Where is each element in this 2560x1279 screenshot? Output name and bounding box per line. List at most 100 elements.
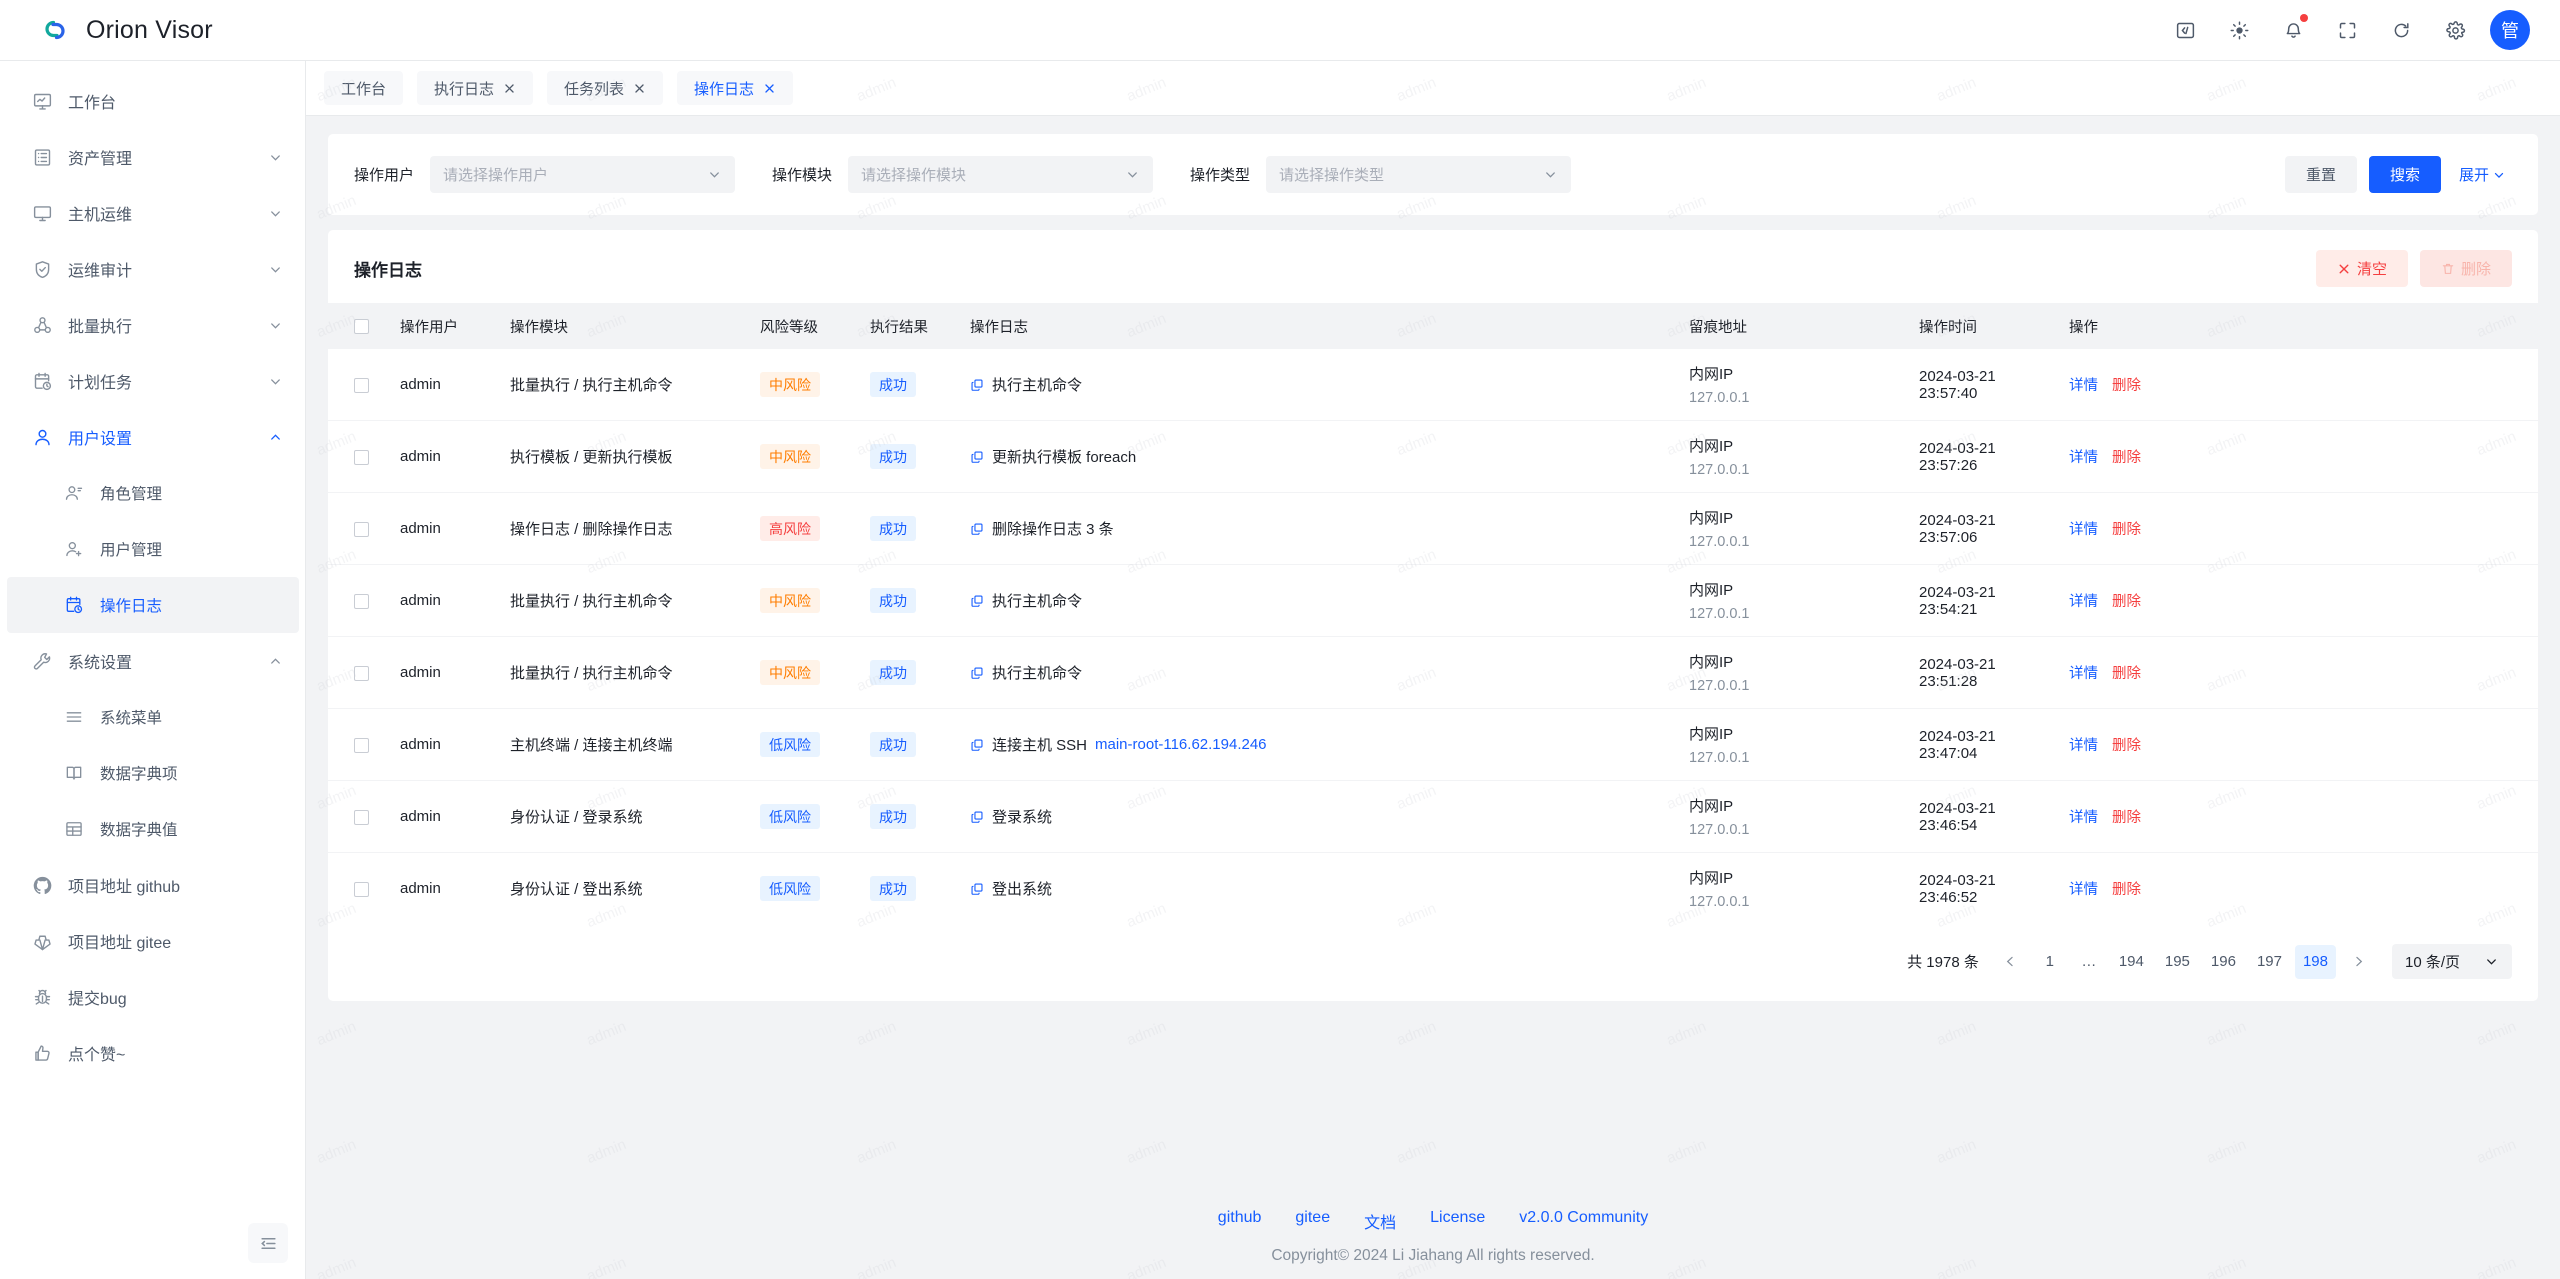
table-body: admin 批量执行 / 执行主机命令 中风险 成功 执行主机命令 内网IP 127.0.0… bbox=[328, 349, 2538, 924]
tab-3[interactable]: 操作日志 bbox=[677, 71, 794, 105]
delete-link[interactable]: 删除 bbox=[2112, 738, 2141, 754]
footer-link-0[interactable]: github bbox=[1217, 1209, 1262, 1226]
sidebar-item-3[interactable]: 运维审计 bbox=[0, 241, 305, 297]
pagination-next-icon[interactable] bbox=[2341, 945, 2375, 979]
reset-button[interactable]: 重置 bbox=[2284, 156, 2357, 193]
detail-link[interactable]: 详情 bbox=[2069, 666, 2098, 682]
footer-link-4[interactable]: v2.0.0 Community bbox=[1519, 1209, 1649, 1226]
delete-link[interactable]: 删除 bbox=[2112, 378, 2141, 394]
sidebar-item-4[interactable]: 批量执行 bbox=[0, 297, 305, 353]
select-all-checkbox[interactable] bbox=[354, 318, 369, 334]
detail-link[interactable]: 详情 bbox=[2069, 738, 2098, 754]
detail-link[interactable]: 详情 bbox=[2069, 450, 2098, 466]
copy-icon[interactable] bbox=[970, 810, 984, 824]
clear-button[interactable]: 清空 bbox=[2315, 250, 2408, 287]
row-checkbox[interactable] bbox=[354, 665, 369, 681]
batch-delete-button[interactable]: 删除 bbox=[2419, 250, 2512, 287]
pagination-page-197[interactable]: 197 bbox=[2256, 953, 2282, 970]
pagination-page-196[interactable]: 196 bbox=[2210, 953, 2236, 970]
fullscreen-icon[interactable] bbox=[2328, 11, 2366, 49]
sidebar-item-15[interactable]: 项目地址 gitee bbox=[0, 913, 305, 969]
tab-close-icon[interactable] bbox=[763, 82, 776, 95]
row-checkbox[interactable] bbox=[354, 737, 369, 753]
sidebar-item-10[interactable]: 系统设置 bbox=[0, 633, 305, 689]
sidebar-item-13[interactable]: 数据字典值 bbox=[0, 801, 305, 857]
footer-link-1[interactable]: gitee bbox=[1295, 1209, 1331, 1226]
module-select[interactable]: 请选择操作模块 bbox=[848, 156, 1154, 193]
sidebar-item-11[interactable]: 系统菜单 bbox=[0, 689, 305, 745]
search-button[interactable]: 搜索 bbox=[2368, 156, 2441, 193]
copy-icon[interactable] bbox=[970, 882, 984, 896]
row-checkbox[interactable] bbox=[354, 809, 369, 825]
sidebar-item-label: 系统设置 bbox=[68, 655, 133, 672]
sidebar-item-6[interactable]: 用户设置 bbox=[0, 409, 305, 465]
log-text: 执行主机命令 bbox=[992, 665, 1083, 682]
copy-icon[interactable] bbox=[970, 522, 984, 536]
pagination-page-1[interactable]: 1 bbox=[2045, 953, 2055, 970]
sidebar-collapse-icon[interactable] bbox=[248, 1223, 288, 1263]
tab-bar: 工作台 执行日志 任务列表 操作日志 bbox=[306, 61, 2560, 116]
user-add-icon bbox=[62, 537, 86, 561]
footer-link-2[interactable]: 文档 bbox=[1364, 1215, 1397, 1232]
sidebar-item-0[interactable]: 工作台 bbox=[0, 73, 305, 129]
row-checkbox[interactable] bbox=[354, 377, 369, 393]
theme-icon[interactable] bbox=[2220, 11, 2258, 49]
detail-link[interactable]: 详情 bbox=[2069, 522, 2098, 538]
sidebar-item-16[interactable]: 提交bug bbox=[0, 969, 305, 1025]
footer-link-3[interactable]: License bbox=[1430, 1209, 1486, 1226]
sidebar-item-label: 点个赞~ bbox=[68, 1047, 126, 1064]
code-icon[interactable] bbox=[2166, 11, 2204, 49]
sidebar-item-2[interactable]: 主机运维 bbox=[0, 185, 305, 241]
pagination-page-198[interactable]: 198 bbox=[2294, 944, 2336, 979]
tab-0[interactable]: 工作台 bbox=[324, 71, 404, 105]
watermark-text: admin bbox=[314, 1135, 359, 1168]
copy-icon[interactable] bbox=[970, 738, 984, 752]
delete-link[interactable]: 删除 bbox=[2112, 522, 2141, 538]
delete-link[interactable]: 删除 bbox=[2112, 666, 2141, 682]
pagination-page-194[interactable]: 194 bbox=[2118, 953, 2144, 970]
row-checkbox[interactable] bbox=[354, 521, 369, 537]
refresh-icon[interactable] bbox=[2382, 11, 2420, 49]
sidebar-item-7[interactable]: 角色管理 bbox=[0, 465, 305, 521]
detail-link[interactable]: 详情 bbox=[2069, 378, 2098, 394]
detail-link[interactable]: 详情 bbox=[2069, 594, 2098, 610]
sidebar-item-9[interactable]: 操作日志 bbox=[7, 577, 299, 633]
sidebar-item-5[interactable]: 计划任务 bbox=[0, 353, 305, 409]
tab-2[interactable]: 任务列表 bbox=[547, 71, 664, 105]
row-checkbox[interactable] bbox=[354, 593, 369, 609]
copy-icon[interactable] bbox=[970, 666, 984, 680]
operator-select[interactable]: 请选择操作用户 bbox=[430, 156, 736, 193]
detail-link[interactable]: 详情 bbox=[2069, 882, 2098, 898]
delete-link[interactable]: 删除 bbox=[2112, 450, 2141, 466]
delete-link[interactable]: 删除 bbox=[2112, 810, 2141, 826]
tab-1[interactable]: 执行日志 bbox=[417, 71, 534, 105]
copy-icon[interactable] bbox=[970, 450, 984, 464]
type-select[interactable]: 请选择操作类型 bbox=[1266, 156, 1572, 193]
copy-icon[interactable] bbox=[970, 378, 984, 392]
expand-button[interactable]: 展开 bbox=[2453, 156, 2512, 193]
pagination-prev-icon[interactable] bbox=[1994, 945, 2028, 979]
delete-link[interactable]: 删除 bbox=[2112, 594, 2141, 610]
avatar[interactable]: 管 bbox=[2490, 10, 2530, 50]
log-link[interactable]: main-root-116.62.194.246 bbox=[1095, 736, 1267, 753]
gear-icon[interactable] bbox=[2436, 11, 2474, 49]
sidebar-item-8[interactable]: 用户管理 bbox=[0, 521, 305, 577]
pagination-page-195[interactable]: 195 bbox=[2164, 953, 2190, 970]
tab-close-icon[interactable] bbox=[633, 82, 646, 95]
row-checkbox[interactable] bbox=[354, 881, 369, 897]
row-checkbox[interactable] bbox=[354, 449, 369, 465]
tab-close-icon[interactable] bbox=[503, 82, 516, 95]
page-size-select[interactable]: 10 条/页 bbox=[2392, 944, 2512, 979]
sidebar-item-17[interactable]: 点个赞~ bbox=[0, 1025, 305, 1081]
cell-actions: 详情 删除 bbox=[2059, 492, 2538, 565]
sidebar-item-12[interactable]: 数据字典项 bbox=[0, 745, 305, 801]
delete-link[interactable]: 删除 bbox=[2112, 882, 2141, 898]
copy-icon[interactable] bbox=[970, 594, 984, 608]
thumbs-up-icon bbox=[30, 1041, 54, 1065]
brand[interactable]: Orion Visor bbox=[0, 13, 306, 47]
detail-link[interactable]: 详情 bbox=[2069, 810, 2098, 826]
bell-icon[interactable] bbox=[2274, 11, 2312, 49]
chevron-down-icon bbox=[2484, 954, 2499, 969]
sidebar-item-1[interactable]: 资产管理 bbox=[0, 129, 305, 185]
sidebar-item-14[interactable]: 项目地址 github bbox=[0, 857, 305, 913]
